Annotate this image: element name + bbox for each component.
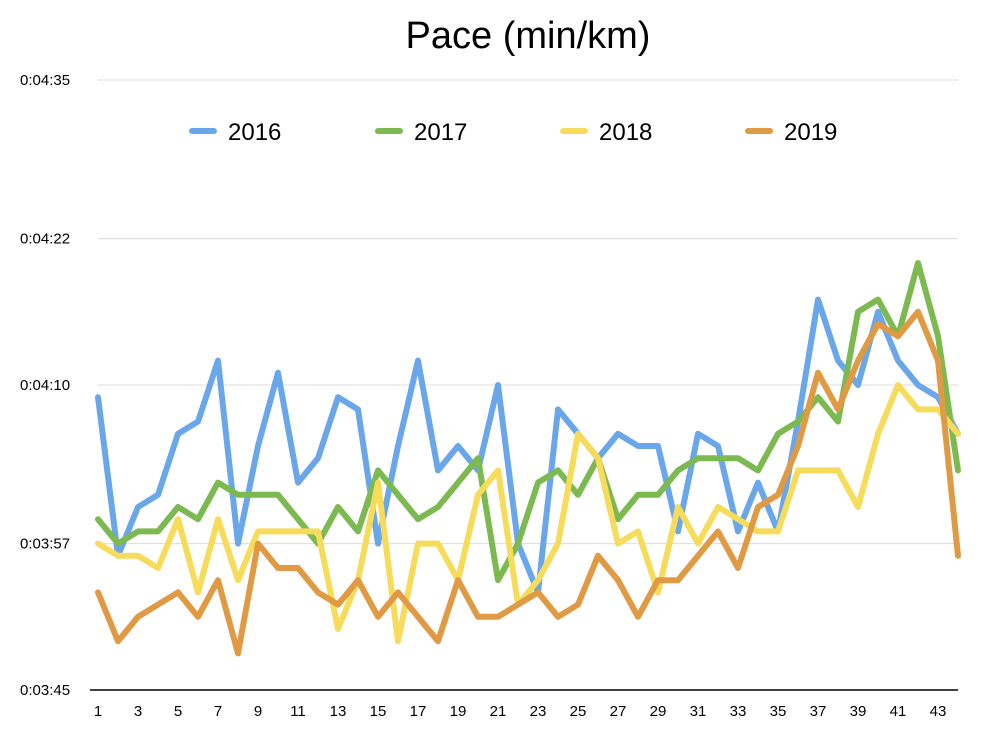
x-tick-label: 19: [450, 703, 467, 720]
x-tick-label: 23: [530, 703, 547, 720]
x-tick-label: 39: [850, 703, 867, 720]
legend-label-2016: 2016: [228, 119, 281, 146]
x-tick-label: 25: [570, 703, 587, 720]
x-axis-ticks: 1 3 5 7 9 11 13 15 17 19 21 23 25 27 29 31 33 35 37 39 41 43: [94, 703, 947, 720]
x-tick-label: 17: [410, 703, 427, 720]
x-tick-label: 29: [650, 703, 667, 720]
x-tick-label: 3: [134, 703, 142, 720]
x-tick-label: 9: [254, 703, 262, 720]
x-tick-label: 21: [490, 703, 507, 720]
y-axis-ticks: 0:03:45 0:03:57 0:04:10 0:04:22 0:04:35: [20, 72, 70, 699]
x-tick-label: 7: [214, 703, 222, 720]
series-line-2017: [95, 260, 961, 584]
x-tick-label: 31: [690, 703, 707, 720]
x-tick-label: 33: [730, 703, 747, 720]
legend-label-2017: 2017: [414, 119, 467, 146]
gridlines: [98, 79, 958, 545]
x-tick-label: 1: [94, 703, 102, 720]
series-lines: [95, 260, 961, 657]
x-tick-label: 43: [930, 703, 947, 720]
x-tick-label: 41: [890, 703, 907, 720]
x-tick-label: 5: [174, 703, 182, 720]
x-tick-label: 35: [770, 703, 787, 720]
series-line-2016: [95, 296, 961, 596]
y-tick-label: 0:04:10: [20, 377, 70, 394]
y-tick-label: 0:04:35: [20, 72, 70, 89]
series-line-2018: [95, 382, 961, 645]
x-tick-label: 13: [330, 703, 347, 720]
legend: 2016 2017 2018 2019: [189, 119, 837, 146]
y-tick-label: 0:03:45: [20, 682, 70, 699]
x-tick-label: 37: [810, 703, 827, 720]
series-line-2019: [95, 308, 961, 657]
x-tick-label: 15: [370, 703, 387, 720]
y-tick-label: 0:04:22: [20, 231, 70, 248]
legend-label-2019: 2019: [784, 119, 837, 146]
chart-title: Pace (min/km): [406, 15, 651, 57]
x-tick-label: 27: [610, 703, 627, 720]
legend-label-2018: 2018: [599, 119, 652, 146]
y-tick-label: 0:03:57: [20, 536, 70, 553]
x-tick-label: 11: [290, 703, 306, 720]
